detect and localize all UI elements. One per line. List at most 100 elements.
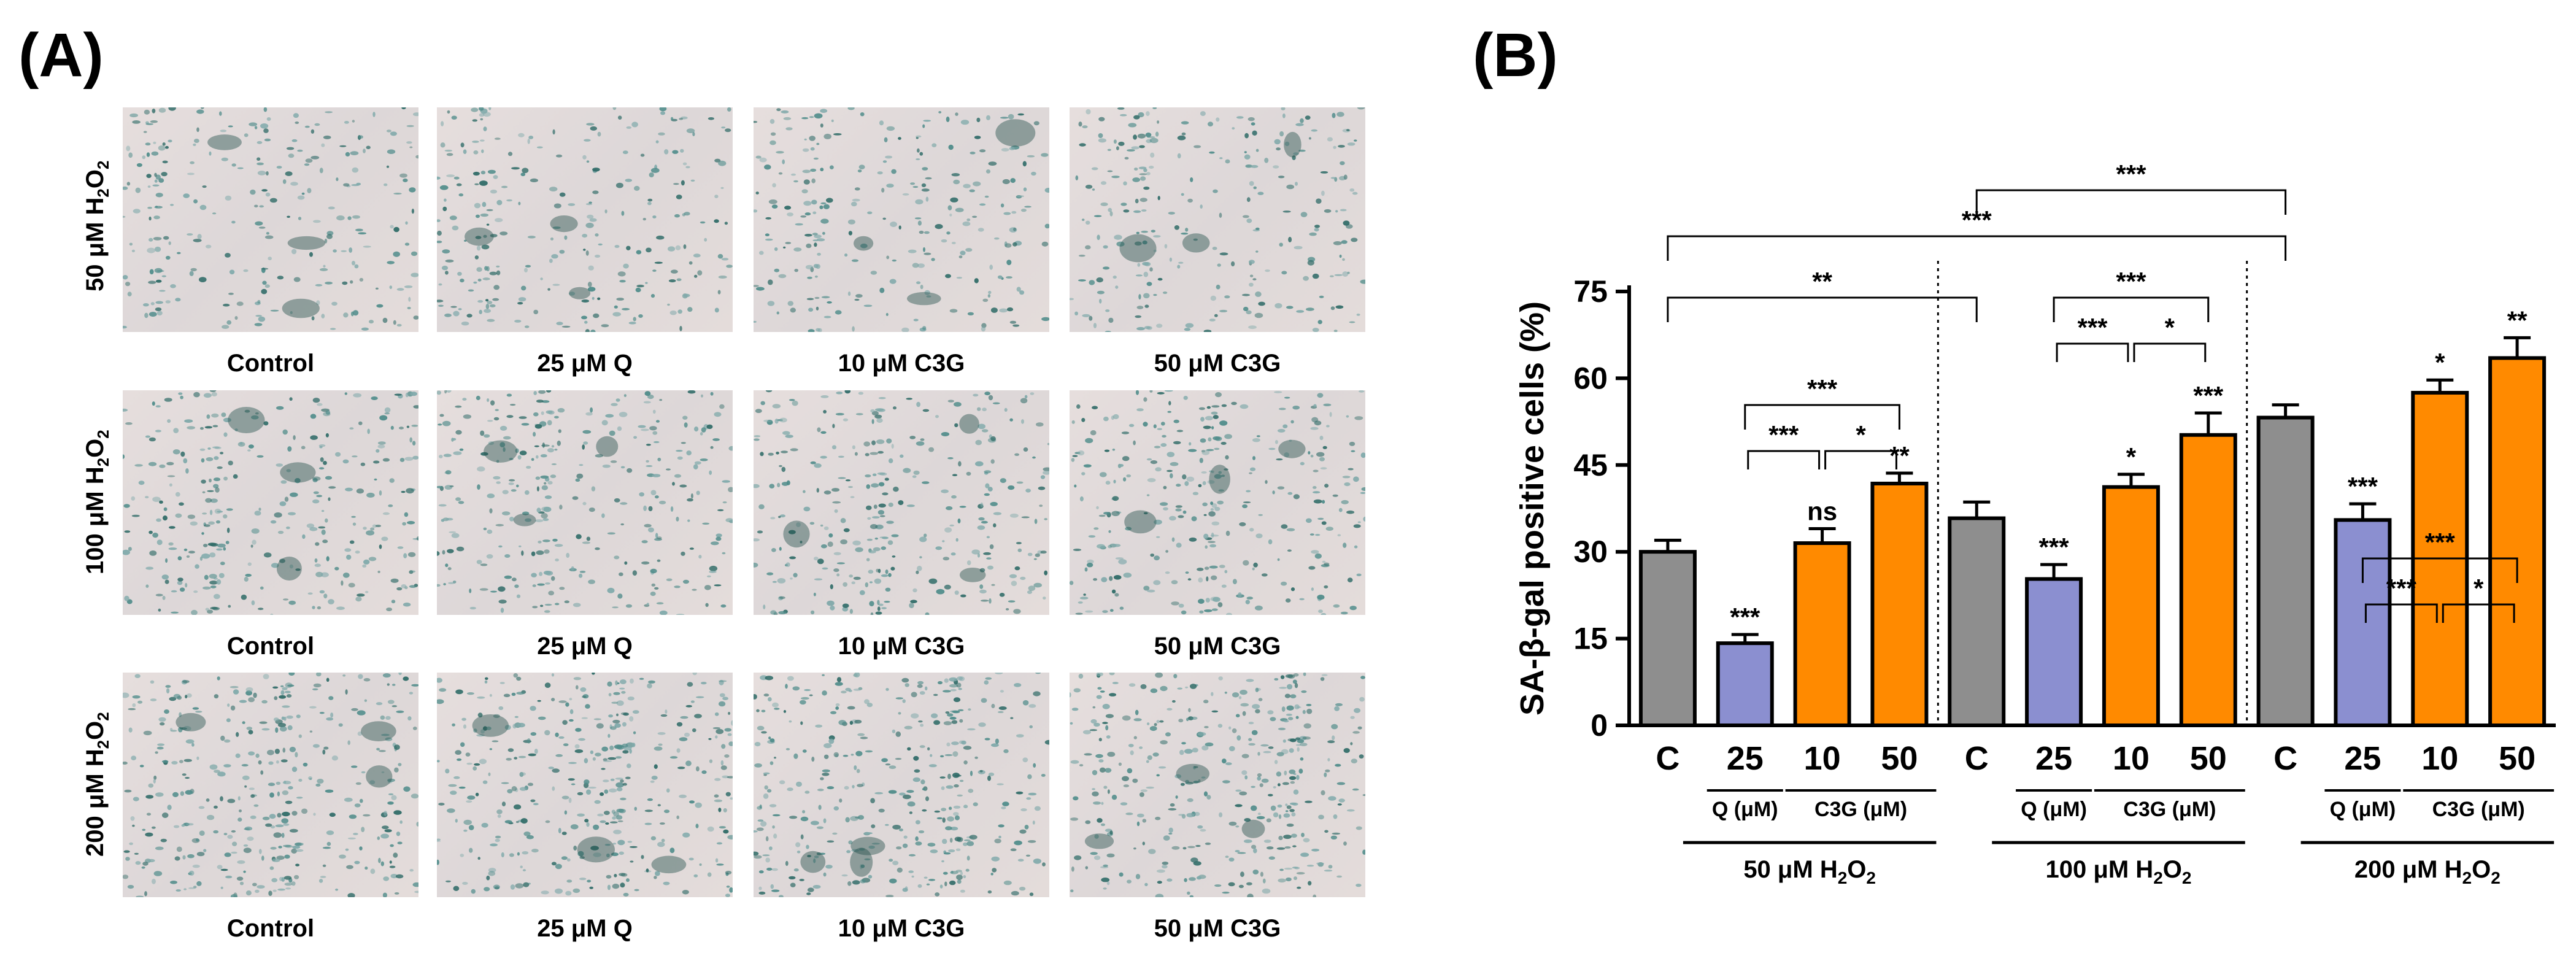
comparison-bracket	[1975, 189, 2287, 215]
group-label: 200 μM H2O2	[2354, 856, 2501, 887]
micrograph-image	[123, 107, 418, 332]
y-tick-label: 60	[1573, 361, 1608, 395]
comparison-label: **	[1812, 267, 1832, 296]
bar	[2179, 433, 2237, 727]
micrograph-image	[437, 390, 733, 615]
significance-label: ***	[2039, 533, 2070, 562]
x-tick-label: 50	[2499, 740, 2536, 777]
subgroup-label: C3G (μM)	[1814, 798, 1907, 821]
micrograph-image	[754, 673, 1049, 897]
x-tick-label: 50	[1881, 740, 1918, 777]
row-label: 200 μM H2O2	[82, 712, 112, 857]
comparison-bracket	[2133, 342, 2207, 362]
comparison-bracket	[2361, 557, 2518, 583]
comparison-label: ***	[2386, 574, 2417, 603]
row-label: 100 μM H2O2	[82, 430, 112, 574]
comparison-bracket	[1744, 404, 1900, 430]
group-label: 100 μM H2O2	[2046, 856, 2192, 887]
x-tick-label: 10	[1804, 740, 1841, 777]
micrograph-image	[437, 673, 733, 897]
y-tick-label: 30	[1573, 535, 1608, 569]
comparison-label: ***	[1807, 374, 1838, 403]
micrograph-caption: 10 μM C3G	[838, 915, 965, 942]
y-axis-label: SA-β-gal positive cells (%)	[1514, 301, 1551, 716]
micrograph-image	[437, 107, 733, 332]
micrograph-caption: 50 μM C3G	[1154, 915, 1281, 942]
comparison-label: ***	[1768, 420, 1799, 449]
x-tick-label: 25	[2344, 740, 2381, 777]
bar	[2488, 356, 2547, 727]
micrograph-image	[123, 673, 418, 897]
subgroup-label: Q (μM)	[2330, 798, 2396, 821]
comparison-bracket	[2364, 603, 2438, 623]
comparison-label: ***	[2116, 267, 2146, 296]
subgroup-label: Q (μM)	[1712, 798, 1778, 821]
comparison-bracket	[1824, 450, 1897, 469]
panel-b-label: (B)	[1473, 21, 1558, 90]
group-label: 50 μM H2O2	[1743, 856, 1876, 887]
subgroup-label: C3G (μM)	[2123, 798, 2216, 821]
significance-label: **	[2507, 306, 2528, 334]
significance-label: ***	[1730, 603, 1760, 631]
significance-label: **	[1889, 441, 1910, 470]
bar	[2334, 518, 2392, 727]
significance-label: *	[2435, 348, 2445, 377]
bar	[2102, 485, 2160, 727]
micrograph-caption: 10 μM C3G	[838, 633, 965, 660]
panel-a-label: (A)	[18, 21, 104, 90]
x-tick-label: 10	[2421, 740, 2458, 777]
bar	[1793, 541, 1851, 727]
y-tick-label: 0	[1591, 708, 1608, 743]
comparison-bracket	[1667, 296, 1978, 322]
subgroup-label: Q (μM)	[2021, 798, 2087, 821]
row-label: 50 μM H2O2	[82, 160, 112, 291]
comparison-bracket	[2056, 342, 2129, 362]
micrograph-caption: Control	[226, 915, 315, 942]
comparison-label: *	[1856, 420, 1866, 449]
x-tick-label: 10	[2113, 740, 2150, 777]
micrograph-caption: 25 μM Q	[537, 633, 633, 660]
comparison-label: *	[2165, 313, 2175, 342]
y-tick-label: 75	[1573, 274, 1608, 309]
micrograph-image	[123, 390, 418, 615]
bar	[2256, 415, 2315, 727]
comparison-label: *	[2474, 574, 2484, 603]
significance-label: ns	[1807, 496, 1837, 525]
comparison-label: ***	[2425, 528, 2456, 557]
bar	[1948, 516, 2006, 727]
comparison-bracket	[2442, 603, 2515, 623]
y-tick-label: 15	[1573, 622, 1608, 656]
x-tick-label: C	[1965, 740, 1989, 777]
micrograph-image	[1070, 107, 1365, 332]
micrograph-caption: 25 μM Q	[537, 350, 633, 377]
subgroup-label: C3G (μM)	[2432, 798, 2525, 821]
bar-chart: 0 15 30 45 60 75 SA-β-gal positive cells (%) C *…	[1514, 160, 2556, 887]
significance-label: *	[2126, 442, 2137, 471]
micrograph-image	[1070, 673, 1365, 897]
x-tick-label: 25	[1727, 740, 1764, 777]
y-tick-label: 45	[1573, 448, 1608, 482]
micrograph-caption: Control	[226, 633, 315, 660]
significance-label: ***	[2193, 381, 2224, 410]
comparison-label: ***	[2077, 313, 2108, 342]
micrograph-image	[754, 107, 1049, 332]
micrograph-caption: 10 μM C3G	[838, 350, 965, 377]
micrograph-caption: 25 μM Q	[537, 915, 633, 942]
x-tick-label: 25	[2035, 740, 2072, 777]
bar	[1638, 550, 1697, 727]
comparison-bracket	[2053, 296, 2210, 322]
micrograph-image	[1070, 390, 1365, 615]
x-tick-label: C	[2273, 740, 2297, 777]
micrograph-caption: 50 μM C3G	[1154, 633, 1281, 660]
micrograph-caption: Control	[226, 350, 315, 377]
x-tick-label: C	[1656, 740, 1679, 777]
bar	[1716, 641, 1774, 728]
micrograph-caption: 50 μM C3G	[1154, 350, 1281, 377]
significance-label: ***	[2348, 472, 2378, 501]
comparison-label: ***	[2116, 160, 2146, 188]
bar	[2025, 577, 2083, 727]
bar	[1870, 481, 1929, 727]
micrograph-image	[754, 390, 1049, 615]
comparison-bracket	[1667, 235, 2287, 261]
comparison-bracket	[1747, 450, 1821, 469]
